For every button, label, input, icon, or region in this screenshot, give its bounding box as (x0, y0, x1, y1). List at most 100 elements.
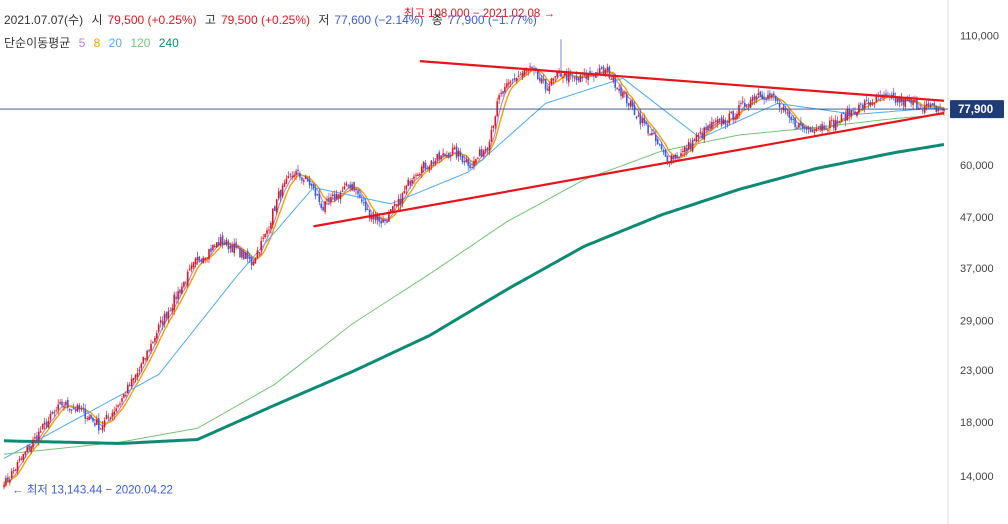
candle (807, 125, 810, 134)
candle-body (560, 72, 562, 77)
candle-body (809, 126, 812, 132)
candle (496, 97, 498, 117)
ma-legend-20[interactable]: 20 (108, 36, 123, 50)
ma-legend-240[interactable]: 240 (158, 36, 179, 50)
candle-body (742, 101, 744, 103)
candle (55, 406, 57, 412)
candle-body (316, 193, 319, 196)
candle-body (569, 73, 572, 75)
candle (196, 251, 199, 265)
candle (119, 401, 121, 407)
candle (78, 403, 81, 413)
candle-body (14, 469, 17, 471)
ma-legend-120[interactable]: 120 (130, 36, 151, 50)
candle-body (243, 251, 245, 260)
candle (548, 82, 551, 94)
candle-body (898, 97, 901, 103)
candle (330, 193, 332, 207)
candle-body (488, 142, 491, 151)
candle-body (417, 174, 419, 176)
candle-body (148, 350, 150, 352)
candle-body (523, 70, 526, 75)
candle (651, 129, 653, 136)
candle (819, 123, 821, 133)
candle (494, 115, 497, 130)
candle-body (939, 107, 941, 110)
candle-body (370, 217, 373, 220)
candle (540, 75, 543, 85)
candle-body (865, 99, 868, 101)
candle (697, 132, 700, 142)
candle-body (662, 150, 665, 153)
high-label: 고 (204, 13, 216, 27)
candle-body (937, 108, 939, 112)
candle-body (363, 202, 365, 204)
candle (357, 189, 359, 199)
candle-body (881, 97, 883, 99)
candle (140, 362, 143, 372)
candle (61, 398, 63, 408)
candle (374, 211, 377, 224)
candle-body (562, 77, 564, 79)
candle-body (306, 178, 309, 182)
candle-body (16, 462, 19, 472)
candle-body (639, 113, 642, 125)
candle-body (424, 163, 427, 169)
candle-body (88, 416, 90, 420)
candle (152, 341, 154, 344)
candle (629, 99, 632, 109)
candle (413, 174, 415, 184)
candle-body (128, 384, 131, 387)
candle-body (631, 102, 634, 107)
ma-legend[interactable]: 단순이동평균 5 8 20 120 240 (4, 34, 184, 51)
candle-body (713, 122, 715, 124)
candle (303, 178, 305, 186)
candle (409, 178, 411, 190)
candle (734, 113, 736, 124)
ma-legend-8[interactable]: 8 (93, 36, 101, 50)
candle-body (30, 446, 32, 452)
candle (210, 244, 212, 255)
trendline-upper (419, 60, 945, 102)
candle (498, 93, 500, 104)
candle-body (508, 82, 510, 85)
candle-body (328, 197, 330, 202)
candle (892, 87, 895, 101)
candle (266, 227, 268, 237)
candle (662, 148, 665, 156)
candle (920, 104, 922, 109)
candle (709, 120, 711, 131)
candle-body (728, 113, 731, 124)
candle (86, 415, 88, 422)
candle-body (304, 176, 307, 179)
candle-body (444, 153, 446, 157)
candle-body (357, 190, 359, 195)
candle-body (78, 405, 81, 410)
candle (626, 91, 628, 108)
low-label: 저 (318, 13, 330, 27)
candle-body (515, 78, 518, 82)
candle (552, 77, 555, 84)
candle-body (335, 193, 338, 199)
candle-body (575, 75, 578, 81)
candle (393, 200, 396, 211)
triangle-trendlines (313, 60, 945, 228)
candle-body (393, 204, 396, 206)
candle-body (198, 256, 201, 261)
candle-body (902, 99, 905, 106)
candle-body (24, 451, 27, 455)
candle (608, 65, 611, 80)
candle-body (757, 93, 760, 95)
candle-body (921, 110, 924, 112)
candle (171, 303, 174, 315)
y-tick-label: 29,000 (960, 315, 994, 327)
ma-legend-5[interactable]: 5 (78, 36, 86, 50)
candle (865, 95, 868, 103)
candle-body (277, 191, 280, 199)
candle (511, 78, 514, 85)
candle (397, 194, 400, 211)
candle (43, 418, 46, 430)
candle-body (558, 72, 560, 74)
candle-body (125, 395, 127, 397)
